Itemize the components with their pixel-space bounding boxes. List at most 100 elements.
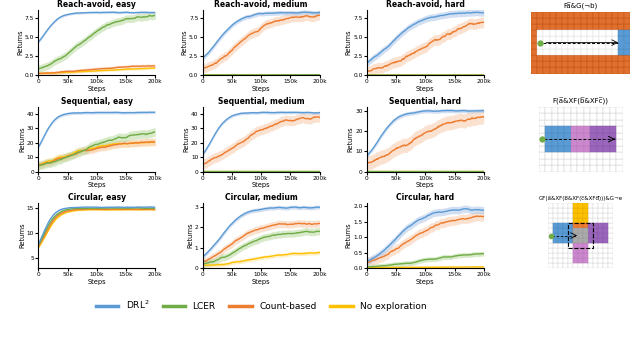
Bar [568, 61, 575, 67]
Bar [599, 36, 605, 42]
Bar [573, 228, 578, 233]
Bar [568, 67, 575, 74]
Bar [543, 49, 550, 55]
Bar [608, 208, 613, 213]
X-axis label: Steps: Steps [416, 86, 435, 91]
Bar [593, 258, 598, 263]
Bar [580, 30, 587, 36]
Bar [563, 228, 568, 233]
Bar [597, 139, 604, 146]
Bar [593, 263, 598, 268]
Title: Circular, hard: Circular, hard [396, 193, 454, 202]
Bar [580, 42, 587, 49]
Bar [616, 165, 623, 171]
Title: Reach-avoid, easy: Reach-avoid, easy [58, 0, 136, 10]
Bar [537, 24, 543, 30]
Bar [588, 228, 593, 233]
Bar [552, 133, 558, 139]
Bar [578, 248, 583, 253]
Bar [537, 55, 543, 61]
Bar [553, 253, 558, 258]
Bar [624, 30, 630, 36]
Bar [571, 133, 577, 139]
Bar [598, 248, 603, 253]
Bar [552, 139, 558, 146]
Bar [543, 18, 550, 24]
Bar [552, 165, 558, 171]
Bar [550, 61, 556, 67]
Bar [583, 203, 588, 208]
Bar [608, 233, 613, 238]
Bar [584, 120, 591, 126]
Bar [597, 152, 604, 158]
Bar [583, 233, 588, 238]
Bar [605, 42, 612, 49]
Bar [603, 218, 608, 223]
Bar [568, 228, 573, 233]
Bar [578, 233, 583, 238]
Bar [591, 165, 597, 171]
Bar [624, 67, 630, 74]
Bar [587, 67, 593, 74]
Bar [610, 146, 616, 152]
Bar [562, 24, 568, 30]
Bar [552, 146, 558, 152]
Bar [543, 36, 550, 42]
Bar [618, 49, 624, 55]
Bar [558, 107, 564, 113]
Bar [588, 223, 593, 228]
Bar [616, 107, 623, 113]
Bar [556, 30, 562, 36]
Bar [599, 36, 605, 42]
Bar [568, 213, 573, 218]
Bar [563, 238, 568, 243]
Bar [545, 139, 552, 146]
Bar [568, 24, 575, 30]
X-axis label: Steps: Steps [416, 182, 435, 188]
Bar [558, 228, 563, 233]
Bar [580, 61, 587, 67]
Bar [598, 223, 603, 228]
Bar [612, 49, 618, 55]
Bar [573, 218, 578, 223]
Bar [564, 158, 571, 165]
Y-axis label: Returns: Returns [348, 126, 354, 152]
Bar [556, 12, 562, 18]
Bar [591, 113, 597, 120]
Bar [580, 24, 587, 30]
Bar [580, 55, 587, 61]
Bar [597, 165, 604, 171]
Bar [593, 238, 598, 243]
Bar [612, 67, 618, 74]
Bar [575, 24, 580, 30]
Bar [539, 158, 545, 165]
Bar [564, 152, 571, 158]
Bar [564, 126, 571, 133]
Bar [588, 203, 593, 208]
Bar [591, 133, 597, 139]
Bar [578, 243, 583, 248]
Bar [610, 126, 616, 133]
Bar [584, 107, 591, 113]
Bar [545, 133, 552, 139]
Bar [610, 133, 616, 139]
Bar [578, 213, 583, 218]
Bar [583, 258, 588, 263]
Bar [583, 213, 588, 218]
Bar [578, 218, 583, 223]
Bar [618, 30, 624, 36]
Bar [603, 223, 608, 228]
Bar [587, 42, 593, 49]
Bar [571, 139, 577, 146]
Bar [584, 133, 591, 139]
Bar [587, 49, 593, 55]
Bar [598, 243, 603, 248]
Bar [599, 30, 605, 36]
Bar [599, 49, 605, 55]
Bar [575, 49, 580, 55]
Bar [605, 18, 612, 24]
Bar [580, 30, 587, 36]
Bar [573, 258, 578, 263]
Bar [545, 113, 552, 120]
Bar [562, 36, 568, 42]
